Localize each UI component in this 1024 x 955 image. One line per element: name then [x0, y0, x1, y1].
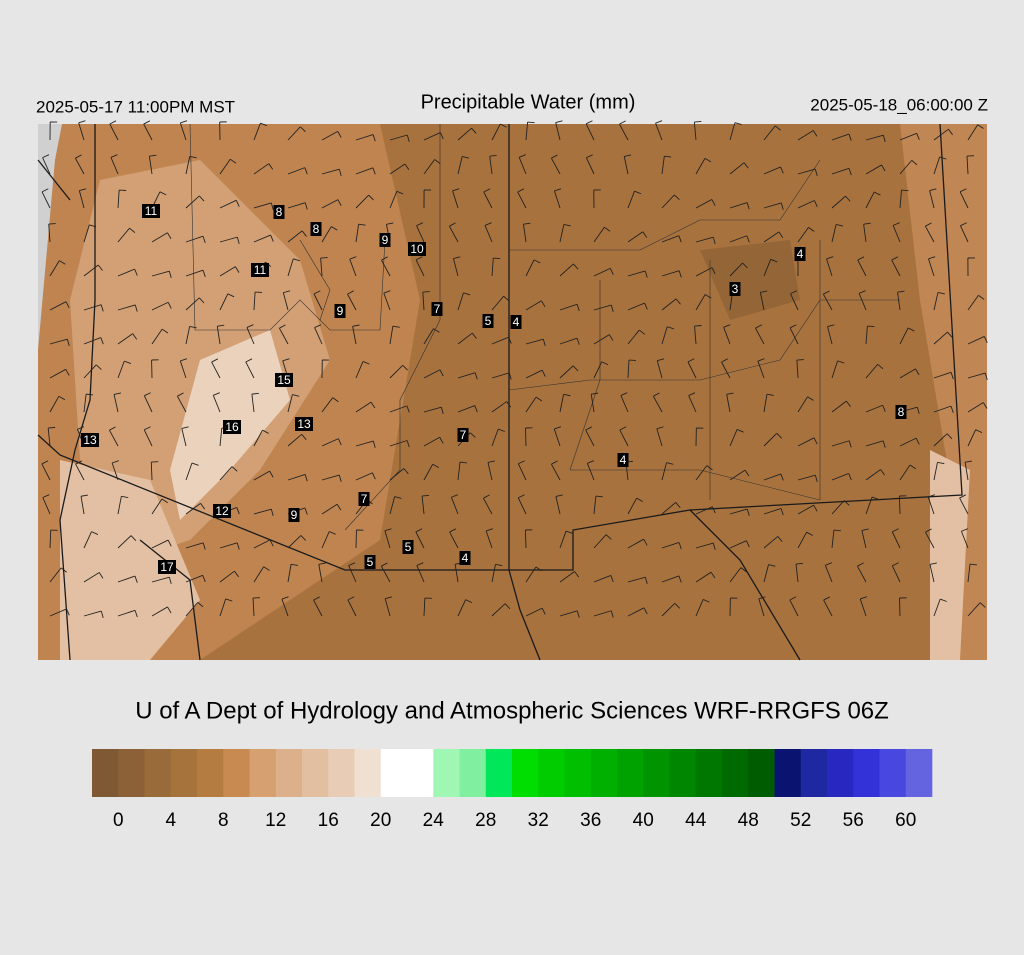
barb-flag — [901, 190, 908, 191]
barb — [899, 598, 900, 616]
colorbar-tick-label: 20 — [370, 810, 391, 831]
colorbar-tick-label: 4 — [165, 810, 176, 831]
station-value: 4 — [620, 453, 627, 467]
colorbar-tick-label: 52 — [790, 810, 811, 831]
station-value: 13 — [297, 417, 311, 431]
color-swatch — [250, 749, 277, 797]
color-swatch — [276, 749, 303, 797]
color-swatch — [801, 749, 828, 797]
colorbar-tick-label: 12 — [265, 810, 286, 831]
color-swatch — [171, 749, 198, 797]
barb — [525, 530, 526, 548]
barb-flag — [695, 325, 702, 326]
color-swatch — [617, 749, 644, 797]
color-swatch — [880, 749, 907, 797]
color-swatch — [696, 749, 723, 797]
color-swatch — [302, 749, 329, 797]
station-value: 5 — [405, 540, 412, 554]
color-swatch — [118, 749, 145, 797]
station-value: 9 — [337, 304, 344, 318]
color-swatch — [223, 749, 250, 797]
color-swatch — [643, 749, 670, 797]
station-value: 8 — [313, 222, 320, 236]
color-swatch — [538, 749, 565, 797]
station-value: 9 — [291, 508, 298, 522]
station-value: 8 — [898, 405, 905, 419]
color-swatch — [906, 749, 933, 797]
color-swatch — [722, 749, 749, 797]
station-value: 7 — [361, 492, 368, 506]
station-value: 3 — [732, 282, 739, 296]
station-value: 10 — [410, 242, 424, 256]
color-swatch — [460, 749, 487, 797]
color-swatch — [670, 749, 697, 797]
barb — [899, 496, 900, 514]
color-swatch — [92, 749, 119, 797]
valid-time-local: 2025-05-17 11:00PM MST — [36, 97, 235, 116]
station-value: 5 — [485, 314, 492, 328]
color-swatch — [407, 749, 434, 797]
station-value: 7 — [460, 428, 467, 442]
colorbar-tick-label: 32 — [528, 810, 549, 831]
station-value: 11 — [254, 263, 267, 277]
station-value: 4 — [797, 247, 804, 261]
color-swatch — [512, 749, 539, 797]
station-value: 15 — [277, 373, 291, 387]
station-value: 9 — [382, 233, 389, 247]
station-value: 4 — [462, 551, 469, 565]
color-swatch — [775, 749, 802, 797]
colorbar-tick-label: 28 — [475, 810, 496, 831]
color-swatch — [565, 749, 592, 797]
color-swatch — [355, 749, 382, 797]
map: 11 8 8 9 10 11 4 3 9 7 5 4 15 8 16 13 13 7 4 7 12 9 5 4 5 17 — [38, 121, 987, 660]
color-swatch — [433, 749, 460, 797]
station-value: 17 — [160, 560, 174, 574]
map-title: Precipitable Water (mm) — [421, 91, 636, 113]
color-swatch — [145, 749, 172, 797]
barb-flag — [694, 121, 701, 122]
color-swatch — [827, 749, 854, 797]
station-value: 11 — [145, 204, 158, 218]
station-value: 13 — [83, 433, 97, 447]
color-swatch — [486, 749, 513, 797]
colorbar-tick-label: 40 — [633, 810, 654, 831]
color-swatch — [197, 749, 224, 797]
colorbar-tick-label: 56 — [843, 810, 864, 831]
station-value: 4 — [513, 315, 520, 329]
color-swatch — [591, 749, 618, 797]
barb — [525, 428, 526, 446]
color-swatch — [748, 749, 775, 797]
colorbar-tick-label: 36 — [580, 810, 601, 831]
station-value: 8 — [276, 205, 283, 219]
station-value: 16 — [225, 420, 239, 434]
colorbar-tick-label: 48 — [738, 810, 759, 831]
credit: U of A Dept of Hydrology and Atmospheric… — [135, 697, 889, 724]
barb-flag — [528, 122, 535, 123]
colorbar-tick-label: 0 — [113, 810, 124, 831]
barb-flag — [867, 326, 874, 327]
color-swatch — [328, 749, 355, 797]
color-swatch — [381, 749, 408, 797]
colorbar-tick-label: 16 — [318, 810, 339, 831]
station-value: 7 — [434, 302, 441, 316]
colorbar-tick-label: 44 — [685, 810, 707, 831]
station-value: 5 — [367, 555, 374, 569]
colorbar-tick-label: 8 — [218, 810, 229, 831]
colorbar-tick-label: 24 — [423, 810, 445, 831]
color-swatch — [853, 749, 880, 797]
station-value: 12 — [215, 504, 229, 518]
valid-time-utc: 2025-05-18_06:00:00 Z — [810, 95, 988, 114]
barb-flag — [321, 258, 328, 259]
colorbar-tick-label: 60 — [895, 810, 916, 831]
